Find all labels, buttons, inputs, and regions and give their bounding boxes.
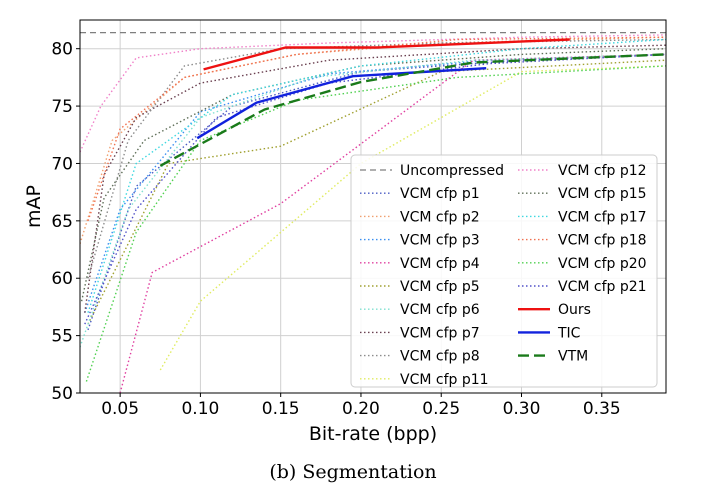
y-tick-label: 80 — [51, 40, 73, 60]
series-line-vcm-cfp-p18 — [87, 36, 666, 222]
legend-label: Uncompressed — [400, 163, 504, 179]
x-tick-label: 0.05 — [101, 399, 139, 419]
legend-label: VCM cfp p21 — [558, 279, 647, 295]
legend-label: VCM cfp p20 — [558, 256, 647, 272]
y-tick-label: 60 — [51, 269, 73, 289]
legend-label: VCM cfp p1 — [400, 186, 480, 202]
legend-label: VCM cfp p7 — [400, 325, 480, 341]
x-tick-label: 0.25 — [422, 399, 460, 419]
series-line-vcm-cfp-p20 — [85, 65, 666, 382]
series-line-vtm — [159, 53, 666, 167]
y-tick-label: 50 — [51, 384, 73, 404]
y-axis-label: mAP — [23, 185, 45, 228]
legend-label: VCM cfp p8 — [400, 349, 480, 365]
legend-label: TIC — [557, 325, 581, 341]
legend-label: VCM cfp p2 — [400, 209, 480, 225]
legend-label: VTM — [558, 349, 588, 365]
legend-label: VCM cfp p15 — [558, 186, 647, 202]
x-tick-label: 0.35 — [583, 399, 621, 419]
legend-label: VCM cfp p4 — [400, 256, 480, 272]
series-line-vcm-cfp-p5 — [87, 59, 666, 325]
x-tick-label: 0.15 — [262, 399, 300, 419]
legend-label: VCM cfp p17 — [558, 209, 647, 225]
plot-frame — [79, 19, 667, 394]
series-line-vcm-cfp-p11 — [159, 65, 666, 371]
x-tick-label: 0.10 — [181, 399, 219, 419]
y-tick-label: 70 — [51, 154, 73, 174]
y-tick-label: 65 — [51, 212, 73, 232]
legend-label: VCM cfp p6 — [400, 302, 480, 318]
legend-box — [350, 154, 658, 388]
x-axis-ticks: 0.05 0.10 0.15 0.20 0.25 0.30 0.35 — [101, 393, 621, 419]
y-tick-label: 55 — [51, 327, 73, 347]
legend-label: VCM cfp p3 — [400, 233, 480, 249]
x-tick-label: 0.20 — [342, 399, 380, 419]
legend: Uncompressed VCM cfp p1 VCM cfp p2 VCM cfp … — [350, 154, 658, 388]
series-line-vcm-cfp-p12 — [80, 34, 666, 153]
legend-label: Ours — [558, 302, 591, 318]
legend-label: VCM cfp p11 — [400, 372, 489, 388]
series-line-ours — [203, 38, 570, 71]
x-tick-label: 0.30 — [503, 399, 541, 419]
legend-label: VCM cfp p12 — [558, 163, 647, 179]
x-axis-label: Bit-rate (bpp) — [309, 423, 437, 445]
y-axis-ticks: 50 55 60 65 70 75 80 — [51, 40, 80, 404]
series-lines — [80, 31, 666, 393]
figure-caption: (b) Segmentation — [269, 461, 436, 483]
legend-label: VCM cfp p5 — [400, 279, 480, 295]
series-line-vcm-cfp-p21 — [84, 53, 666, 325]
legend-label: VCM cfp p18 — [558, 233, 647, 249]
series-line-vcm-cfp-p17 — [87, 38, 666, 313]
y-tick-label: 75 — [51, 97, 73, 117]
